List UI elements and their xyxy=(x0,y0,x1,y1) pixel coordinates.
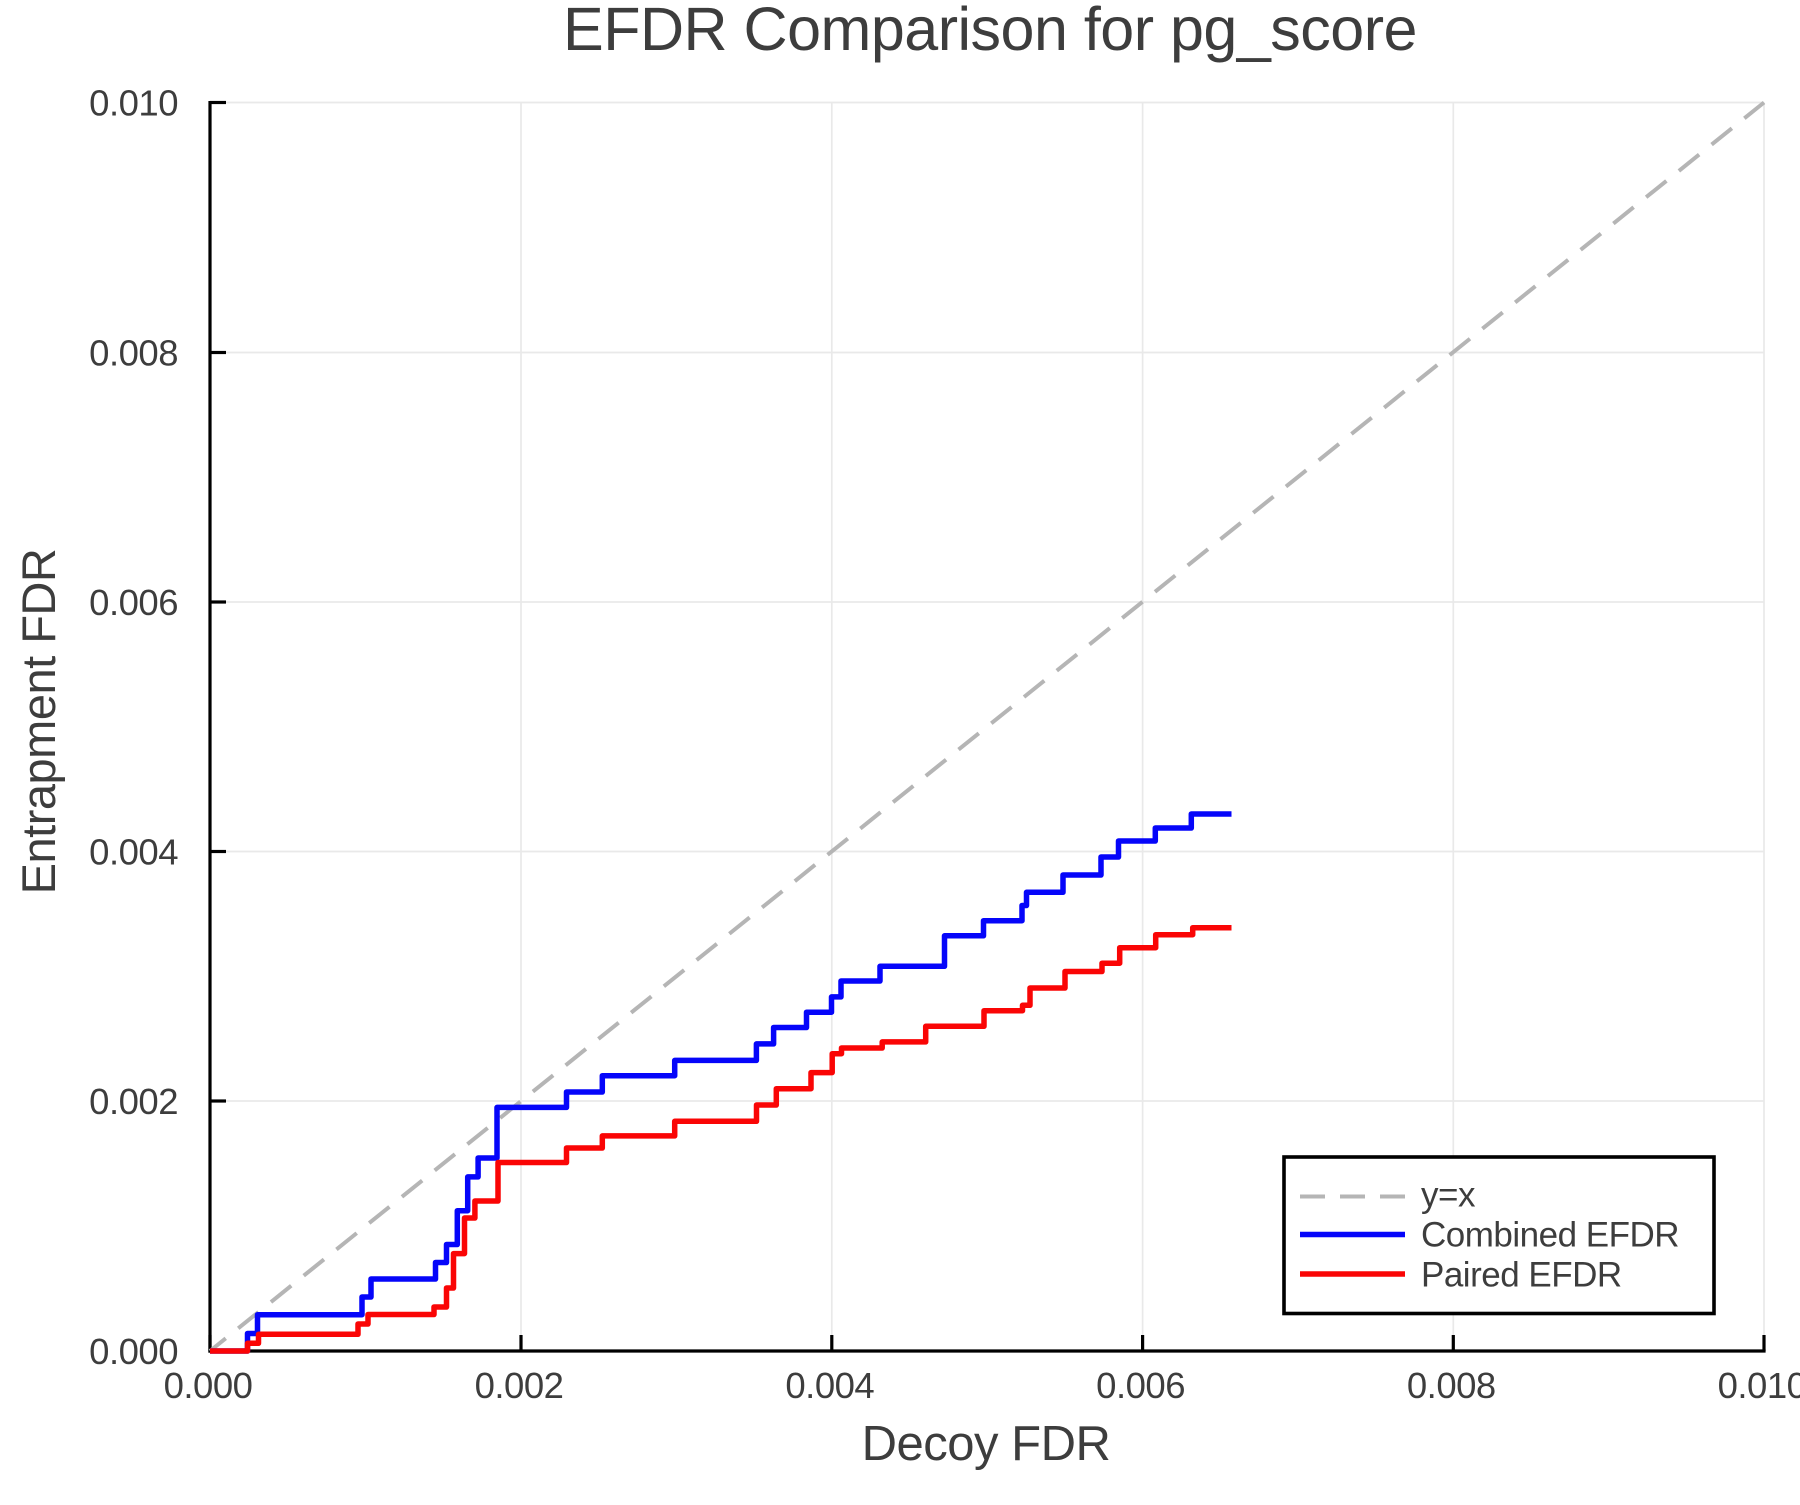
svg-text:0.002: 0.002 xyxy=(475,1365,564,1406)
svg-text:0.010: 0.010 xyxy=(89,83,178,124)
svg-text:Paired EFDR: Paired EFDR xyxy=(1421,1256,1622,1295)
svg-text:Decoy FDR: Decoy FDR xyxy=(862,1417,1111,1471)
svg-text:0.008: 0.008 xyxy=(1407,1365,1496,1406)
svg-text:0.004: 0.004 xyxy=(785,1365,874,1406)
svg-text:0.000: 0.000 xyxy=(89,1331,178,1372)
svg-text:0.000: 0.000 xyxy=(164,1365,253,1406)
svg-text:0.006: 0.006 xyxy=(89,582,178,623)
svg-text:Combined EFDR: Combined EFDR xyxy=(1421,1216,1679,1255)
svg-text:0.008: 0.008 xyxy=(89,333,178,374)
svg-text:0.006: 0.006 xyxy=(1096,1365,1185,1406)
svg-text:0.004: 0.004 xyxy=(89,832,178,873)
svg-text:Entrapment FDR: Entrapment FDR xyxy=(12,549,65,895)
svg-text:EFDR Comparison for pg_score: EFDR Comparison for pg_score xyxy=(563,0,1417,63)
svg-text:0.002: 0.002 xyxy=(89,1081,178,1122)
svg-text:y=x: y=x xyxy=(1421,1176,1476,1215)
svg-text:0.010: 0.010 xyxy=(1718,1365,1800,1406)
